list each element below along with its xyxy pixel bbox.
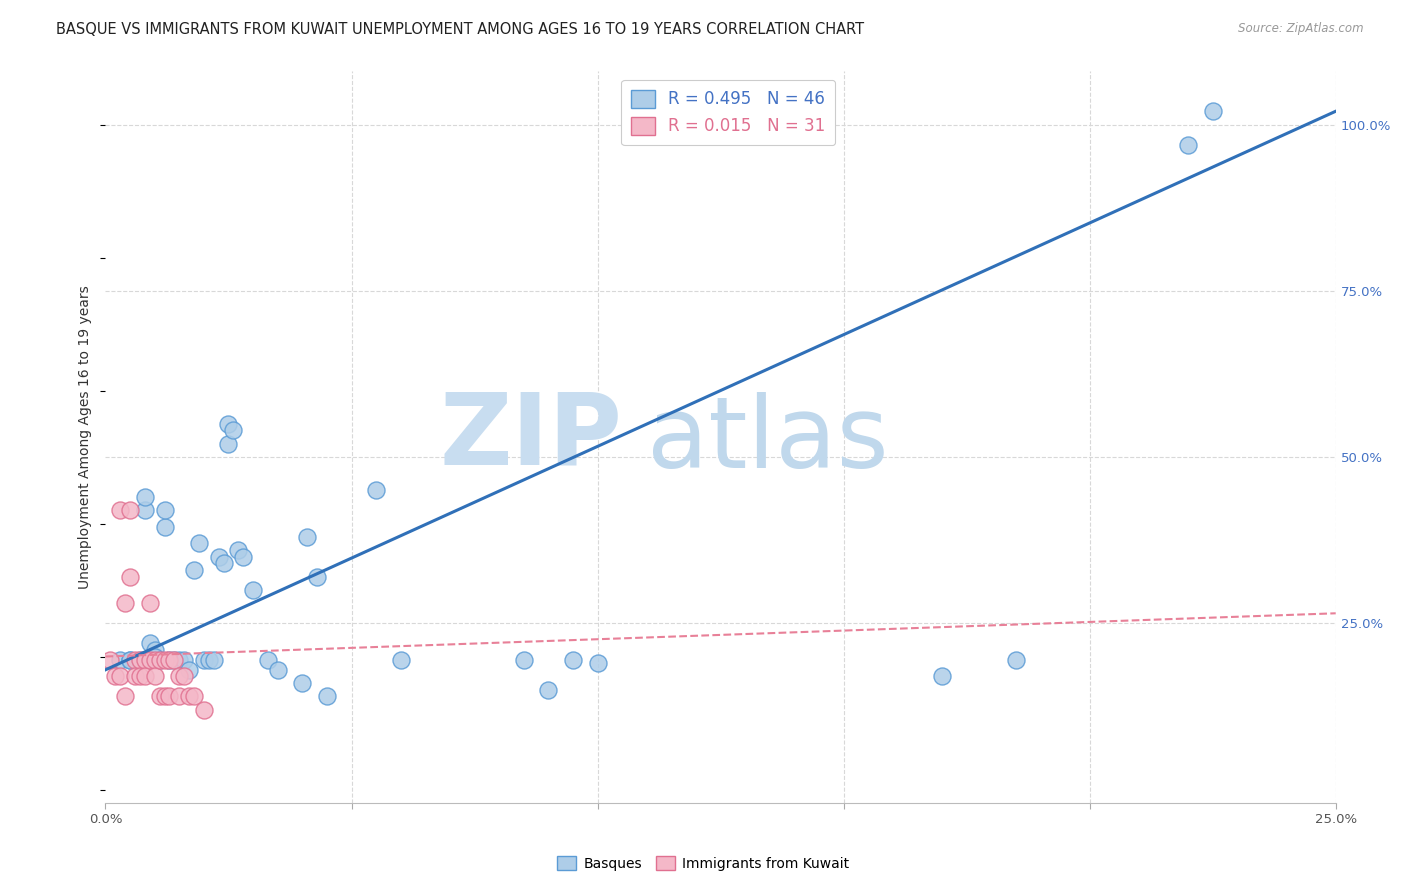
- Point: [163, 653, 186, 667]
- Point: [183, 690, 205, 704]
- Point: [114, 690, 136, 704]
- Point: [138, 653, 162, 667]
- Point: [138, 636, 162, 650]
- Point: [562, 653, 585, 667]
- Point: [173, 653, 195, 667]
- Point: [297, 530, 319, 544]
- Point: [149, 653, 172, 667]
- Point: [257, 653, 280, 667]
- Point: [143, 653, 166, 667]
- Point: [153, 690, 176, 704]
- Point: [120, 503, 141, 517]
- Point: [1177, 137, 1199, 152]
- Point: [228, 543, 250, 558]
- Text: ZIP: ZIP: [439, 389, 621, 485]
- Point: [537, 682, 560, 697]
- Point: [315, 690, 337, 704]
- Point: [169, 690, 191, 704]
- Point: [173, 669, 195, 683]
- Point: [120, 570, 141, 584]
- Point: [110, 669, 132, 683]
- Point: [197, 653, 221, 667]
- Point: [183, 563, 205, 577]
- Point: [134, 490, 156, 504]
- Point: [159, 653, 180, 667]
- Point: [366, 483, 388, 498]
- Legend: Basques, Immigrants from Kuwait: Basques, Immigrants from Kuwait: [551, 850, 855, 876]
- Point: [242, 582, 264, 597]
- Point: [586, 656, 609, 670]
- Point: [218, 417, 240, 431]
- Point: [222, 424, 245, 438]
- Point: [153, 503, 176, 517]
- Point: [931, 669, 953, 683]
- Point: [129, 653, 152, 667]
- Point: [159, 690, 180, 704]
- Point: [193, 653, 215, 667]
- Text: atlas: atlas: [647, 392, 889, 489]
- Point: [169, 669, 191, 683]
- Point: [193, 703, 215, 717]
- Point: [267, 663, 290, 677]
- Point: [163, 653, 186, 667]
- Point: [143, 669, 166, 683]
- Point: [143, 649, 166, 664]
- Text: BASQUE VS IMMIGRANTS FROM KUWAIT UNEMPLOYMENT AMONG AGES 16 TO 19 YEARS CORRELAT: BASQUE VS IMMIGRANTS FROM KUWAIT UNEMPLO…: [56, 22, 865, 37]
- Point: [307, 570, 329, 584]
- Point: [124, 669, 146, 683]
- Point: [149, 690, 172, 704]
- Point: [110, 653, 132, 667]
- Legend: R = 0.495   N = 46, R = 0.015   N = 31: R = 0.495 N = 46, R = 0.015 N = 31: [621, 79, 835, 145]
- Text: Source: ZipAtlas.com: Source: ZipAtlas.com: [1239, 22, 1364, 36]
- Point: [389, 653, 412, 667]
- Point: [134, 669, 156, 683]
- Point: [169, 653, 191, 667]
- Point: [159, 653, 180, 667]
- Point: [212, 557, 235, 571]
- Point: [134, 503, 156, 517]
- Point: [218, 436, 240, 450]
- Point: [129, 653, 152, 667]
- Point: [153, 653, 176, 667]
- Point: [120, 653, 141, 667]
- Point: [138, 596, 162, 610]
- Point: [114, 596, 136, 610]
- Point: [110, 503, 132, 517]
- Point: [208, 549, 231, 564]
- Point: [179, 690, 201, 704]
- Point: [179, 663, 201, 677]
- Point: [513, 653, 536, 667]
- Point: [291, 676, 314, 690]
- Point: [202, 653, 225, 667]
- Y-axis label: Unemployment Among Ages 16 to 19 years: Unemployment Among Ages 16 to 19 years: [79, 285, 93, 589]
- Point: [232, 549, 254, 564]
- Point: [134, 653, 156, 667]
- Point: [120, 653, 141, 667]
- Point: [129, 669, 152, 683]
- Point: [188, 536, 211, 550]
- Point: [1004, 653, 1026, 667]
- Point: [143, 643, 166, 657]
- Point: [149, 653, 172, 667]
- Point: [98, 653, 122, 667]
- Point: [104, 669, 127, 683]
- Point: [1202, 104, 1225, 119]
- Point: [153, 520, 176, 534]
- Point: [124, 653, 146, 667]
